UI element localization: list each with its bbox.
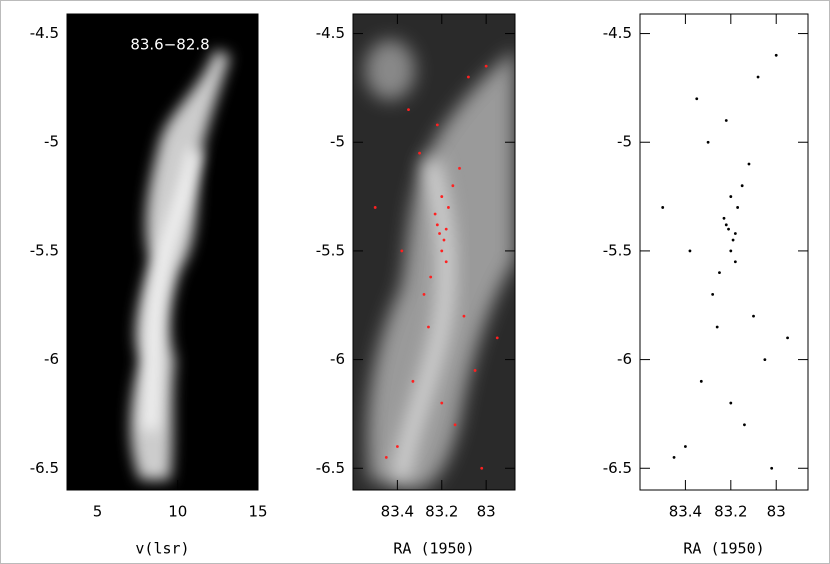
plot-frame (352, 13, 516, 491)
y-tick-label: -4.5 (603, 24, 632, 42)
background-map (353, 14, 515, 490)
point (453, 423, 457, 427)
x-tick-label: 83.2 (714, 503, 747, 521)
point (435, 223, 439, 227)
point (752, 314, 755, 318)
point (435, 123, 439, 127)
point (440, 195, 444, 198)
y-tick-label: -6 (44, 350, 59, 368)
point (458, 166, 461, 170)
y-tick-label: -4.5 (30, 24, 59, 42)
point (729, 401, 733, 405)
point (724, 223, 728, 227)
point (747, 162, 751, 166)
point (440, 249, 444, 253)
point (731, 238, 735, 242)
point (786, 336, 789, 340)
x-tick-label: 83.4 (381, 503, 414, 521)
point (736, 206, 740, 209)
point (442, 238, 446, 242)
point (763, 358, 767, 361)
y-tick-label: -5.5 (603, 241, 632, 259)
x-axis-label: RA (1950) (683, 540, 764, 558)
point (756, 75, 760, 79)
point (447, 206, 450, 209)
x-tick-label: 15 (248, 503, 267, 521)
y-tick-label: -4.5 (316, 24, 345, 42)
x-tick-label: 10 (168, 503, 187, 521)
point (438, 232, 441, 235)
plot-frame (639, 13, 809, 491)
y-tick-label: -6 (617, 350, 632, 368)
point (743, 423, 746, 427)
point (711, 292, 715, 296)
point (484, 64, 488, 68)
point (672, 455, 676, 459)
point (429, 275, 433, 279)
point (411, 379, 415, 383)
point (729, 249, 733, 253)
point (718, 271, 721, 275)
y-tick-label: -6.5 (30, 459, 59, 477)
plot-frame (66, 13, 259, 491)
x-axis-label: v(lsr) (135, 540, 189, 558)
point (688, 249, 692, 253)
x-tick-label: 5 (93, 503, 103, 521)
point (727, 227, 730, 231)
point (433, 212, 437, 216)
point (495, 336, 499, 340)
x-tick-label: 83.2 (425, 503, 458, 521)
y-tick-label: -5 (330, 133, 345, 151)
point (466, 75, 470, 79)
y-tick-label: -6 (330, 350, 345, 368)
x-tick-label: 83 (477, 503, 496, 521)
point (444, 227, 448, 231)
point (699, 379, 703, 383)
point (480, 466, 484, 470)
point (407, 108, 410, 112)
point (473, 369, 477, 372)
point (661, 206, 665, 209)
x-tick-label: 83 (767, 503, 786, 521)
velocity-map (67, 14, 258, 490)
y-tick-label: -6.5 (603, 459, 632, 477)
y-tick-label: -5 (44, 133, 59, 151)
point (451, 184, 455, 188)
point (400, 249, 404, 253)
y-tick-label: -5 (617, 133, 632, 151)
point (418, 151, 421, 155)
point (715, 325, 719, 329)
point (740, 184, 744, 188)
point (706, 140, 710, 144)
y-tick-label: -5.5 (30, 241, 59, 259)
point (722, 216, 726, 220)
point (684, 445, 687, 448)
y-tick-label: -6.5 (316, 459, 345, 477)
point (373, 206, 377, 209)
point (440, 401, 444, 405)
x-tick-label: 83.4 (669, 503, 702, 521)
point (770, 466, 774, 470)
point (395, 445, 399, 448)
point (733, 260, 737, 264)
y-tick-label: -5.5 (316, 241, 345, 259)
point (462, 314, 466, 318)
point (774, 53, 778, 57)
x-axis-label: RA (1950) (393, 540, 474, 558)
point (729, 195, 733, 198)
point (733, 232, 737, 235)
point (422, 292, 426, 296)
point (724, 119, 728, 122)
point (427, 325, 430, 329)
point (444, 260, 448, 264)
point (695, 97, 699, 101)
annotation: 83.6−82.8 (130, 36, 209, 54)
point (384, 455, 388, 459)
